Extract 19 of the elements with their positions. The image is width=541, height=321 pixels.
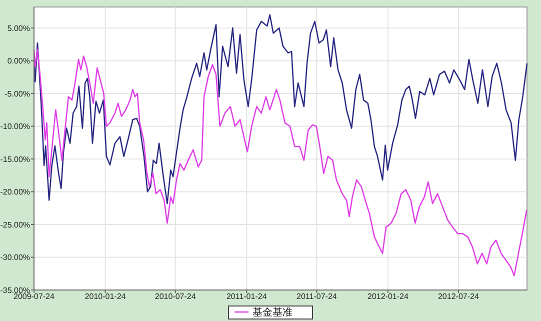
x-tick-label: 2010-01-24 bbox=[84, 292, 126, 301]
y-tick-label: -20.00% bbox=[0, 188, 30, 197]
y-tick-label: -35.00% bbox=[0, 286, 30, 295]
y-tick-label: 5.00% bbox=[7, 24, 30, 33]
y-tick-label: -15.00% bbox=[0, 154, 30, 164]
x-tick-label: 2012-07-24 bbox=[438, 292, 480, 301]
legend-label: 基金基准 bbox=[252, 306, 292, 318]
x-tick-label: 2009-07-24 bbox=[14, 292, 56, 301]
y-tick-label: -25.00% bbox=[0, 220, 30, 230]
y-tick-label: 0.00% bbox=[7, 56, 30, 66]
y-tick-label: -30.00% bbox=[0, 253, 30, 262]
x-tick-label: 2010-07-24 bbox=[154, 292, 196, 301]
x-tick-label: 2011-01-24 bbox=[226, 292, 268, 301]
line-series bbox=[33, 14, 528, 204]
y-tick-label: -10.00% bbox=[0, 122, 30, 132]
y-tick-label: -5.00% bbox=[4, 89, 30, 98]
x-tick-label: 2011-07-24 bbox=[296, 292, 338, 301]
x-tick-label: 2012-01-24 bbox=[368, 292, 409, 301]
line-series bbox=[33, 48, 528, 276]
